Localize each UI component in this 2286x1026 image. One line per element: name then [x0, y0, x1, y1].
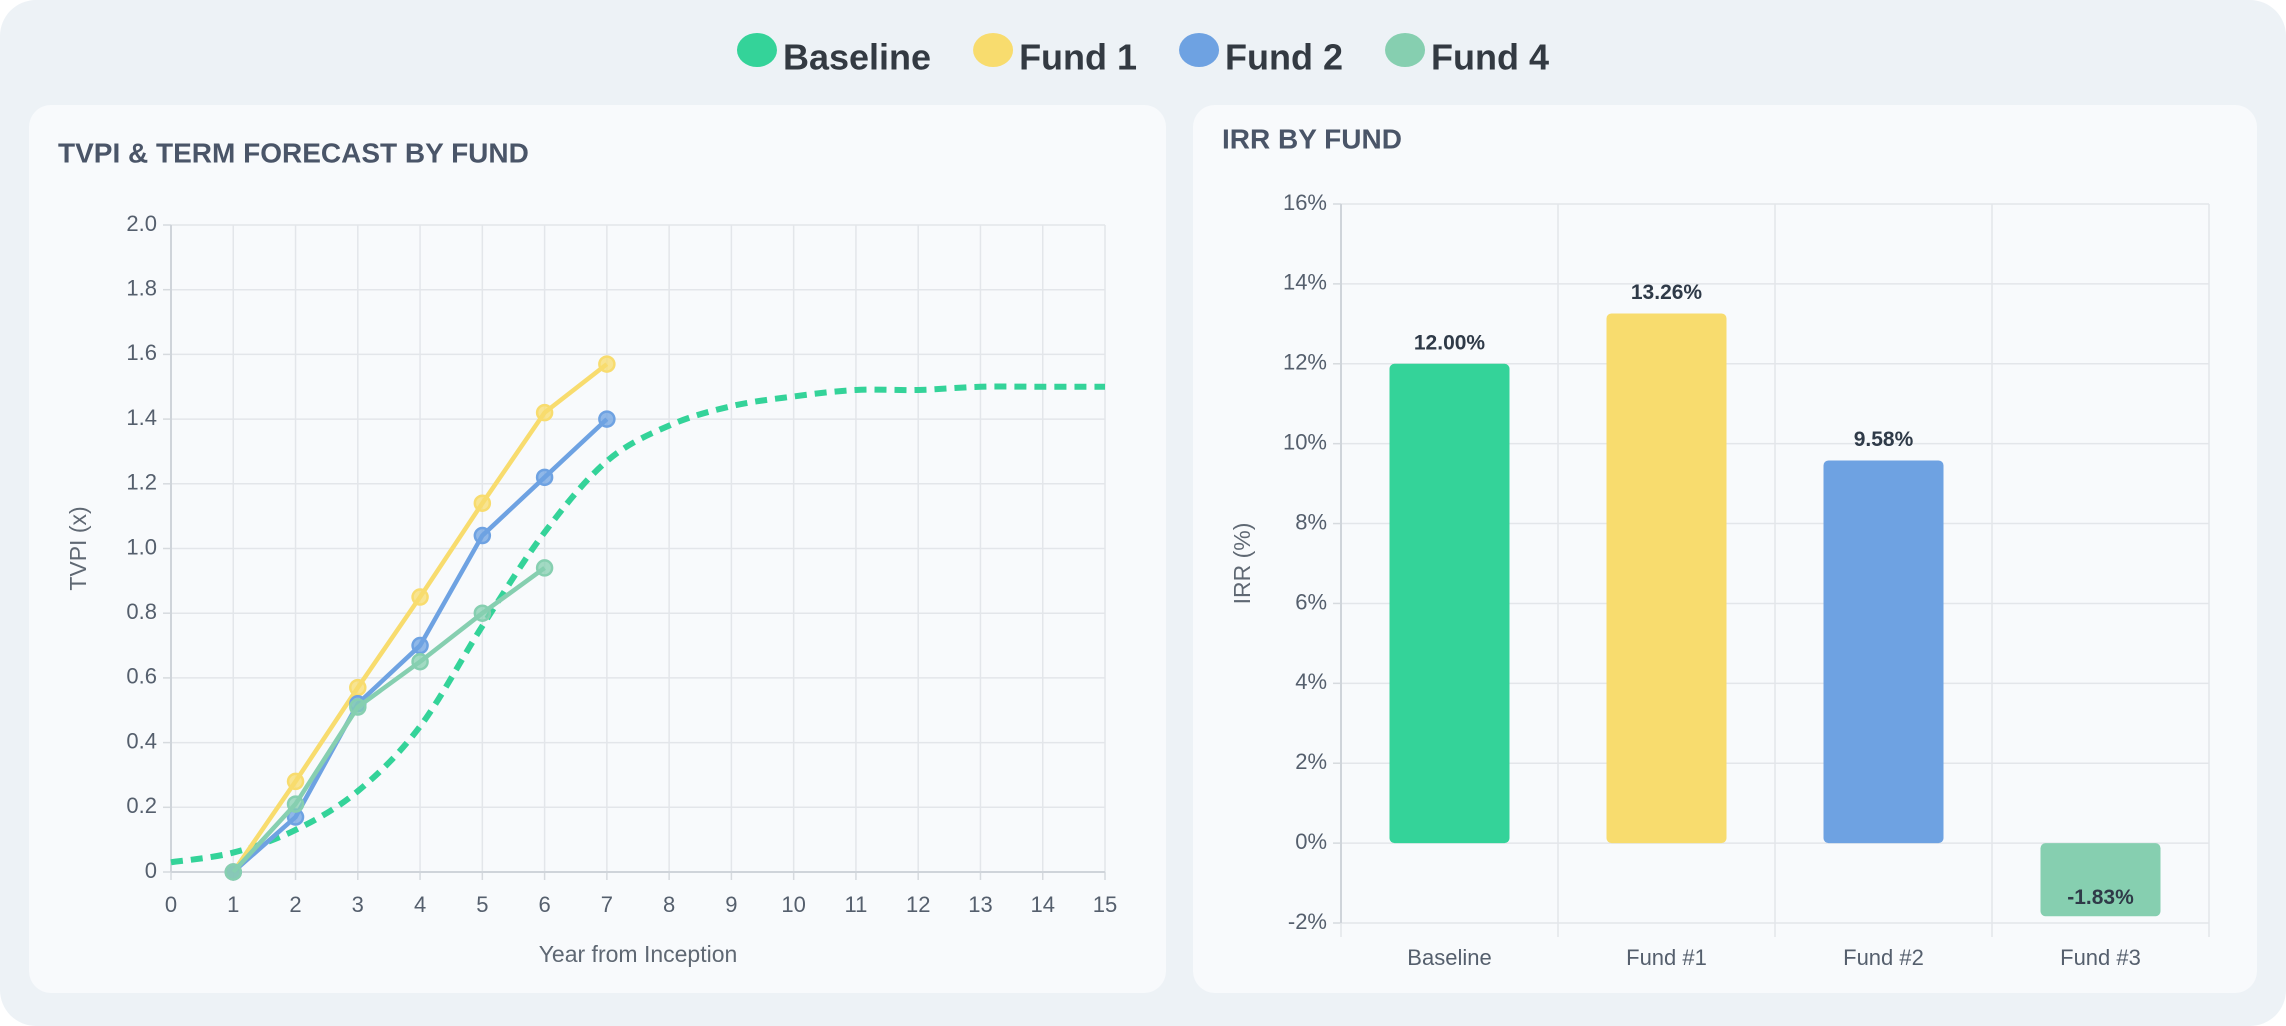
y-tick-label: -2%: [1288, 909, 1327, 934]
irr-chart: IRR BY FUND -2% 0% 2% 4% 6% 8% 10% 12% 14% 16% IRR …: [1222, 123, 2210, 970]
point: [411, 636, 429, 655]
y-tick-label: 14%: [1283, 270, 1327, 295]
chart-title: TVPI & TERM FORECAST BY FUND: [58, 137, 529, 168]
y-tick-label: 12%: [1283, 350, 1327, 375]
value-label: 12.00%: [1414, 331, 1486, 354]
y-tick-label: 0.4: [126, 728, 157, 753]
point: [473, 494, 492, 512]
y-tick-label: 4%: [1295, 669, 1327, 694]
bar: [2040, 843, 2161, 917]
legend-label: Fund 2: [1225, 37, 1343, 78]
point: [535, 468, 554, 487]
y-tick-label: 1.2: [126, 470, 157, 495]
series-line: [231, 566, 546, 874]
x-tick-label: 2: [289, 892, 301, 917]
value-label: 9.58%: [1854, 428, 1914, 451]
x-tick-label: Fund #2: [1843, 945, 1924, 970]
legend-swatch: [1385, 33, 1426, 67]
x-tick-label: Fund #3: [2060, 945, 2141, 970]
x-tick-label: 14: [1030, 892, 1054, 917]
x-tick-label: 3: [352, 892, 364, 917]
series-line: [170, 383, 1105, 866]
bar: [1606, 313, 1727, 844]
legend-swatch: [973, 33, 1014, 67]
y-tick-label: 0.8: [126, 599, 157, 624]
x-tick-label: 12: [906, 892, 930, 917]
point: [286, 795, 305, 813]
y-tick-label: 6%: [1295, 589, 1327, 614]
y-tick-label: 1.6: [126, 340, 157, 365]
legend-label: Fund 1: [1019, 37, 1137, 78]
legend-label: Baseline: [783, 37, 931, 78]
bar: [1389, 363, 1510, 844]
y-tick-label: 10%: [1283, 429, 1327, 454]
tvpi-chart: TVPI & TERM FORECAST BY FUND 0 0.2 0.4 0.6 0.…: [58, 137, 1117, 967]
x-tick-label: 0: [165, 892, 177, 917]
y-axis-title: TVPI (x): [65, 506, 91, 590]
y-tick-label: 2.0: [126, 211, 157, 236]
x-tick-label: 9: [725, 892, 737, 917]
legend: Baseline Fund 1 Fund 2 Fund 4: [736, 33, 1549, 78]
y-tick-label: 2%: [1295, 749, 1327, 774]
y-tick-label: 0%: [1295, 829, 1327, 854]
point: [473, 526, 492, 545]
point: [224, 863, 243, 881]
y-tick-label: 0: [145, 858, 157, 883]
y-axis-title: IRR (%): [1229, 523, 1255, 605]
x-tick-label: Fund #1: [1626, 945, 1707, 970]
point: [349, 698, 367, 716]
x-tick-label: 10: [781, 892, 805, 917]
chart-title: IRR BY FUND: [1222, 123, 1402, 154]
point: [535, 559, 554, 577]
legend-swatch: [1179, 33, 1220, 67]
y-tick-label: 8%: [1295, 509, 1327, 534]
point: [286, 772, 305, 791]
y-tick-label: 1.8: [126, 276, 157, 301]
x-tick-label: Baseline: [1407, 945, 1491, 970]
legend-label: Fund 4: [1431, 37, 1549, 78]
point: [473, 604, 492, 622]
legend-swatch: [736, 33, 777, 67]
y-tick-label: 16%: [1283, 190, 1327, 215]
point: [535, 403, 554, 422]
x-tick-label: 1: [227, 892, 239, 917]
point: [598, 410, 616, 428]
y-tick-label: 0.6: [126, 664, 157, 689]
x-tick-label: 5: [476, 892, 488, 917]
x-tick-label: 13: [968, 892, 992, 917]
bar: [1823, 460, 1944, 844]
y-tick-label: 1.4: [126, 405, 157, 430]
x-tick-label: 7: [601, 892, 613, 917]
y-tick-label: 1.0: [126, 534, 157, 559]
x-tick-label: 6: [538, 892, 550, 917]
x-axis-title: Year from Inception: [539, 941, 738, 967]
value-label: 13.26%: [1631, 281, 1703, 304]
x-tick-label: 8: [663, 892, 675, 917]
x-tick-label: 11: [845, 892, 868, 917]
value-label: -1.83%: [2067, 886, 2134, 909]
x-tick-label: 15: [1093, 892, 1117, 917]
point: [349, 678, 367, 697]
point: [411, 588, 429, 606]
point: [598, 355, 616, 373]
point: [411, 652, 429, 671]
y-tick-label: 0.2: [126, 793, 157, 818]
x-tick-label: 4: [414, 892, 426, 917]
